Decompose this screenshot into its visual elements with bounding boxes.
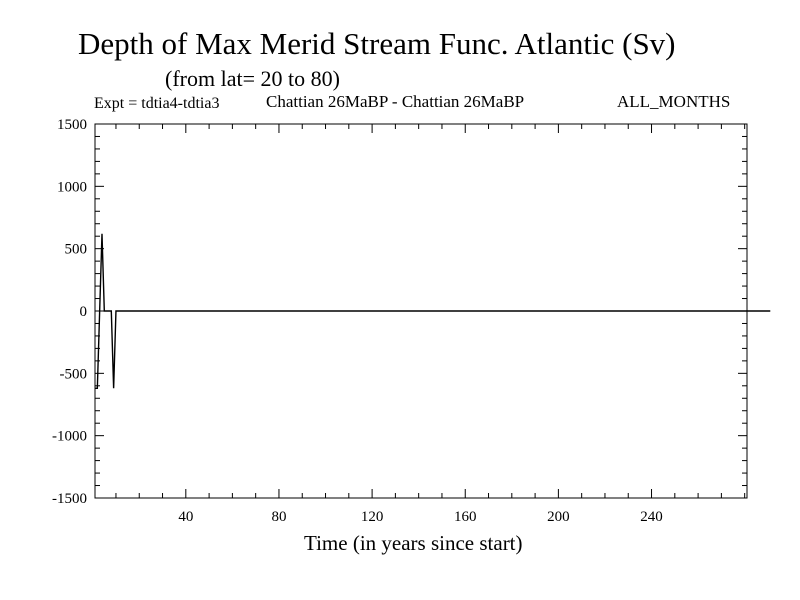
y-tick-label: -1000 [52,429,87,445]
x-tick-label: 200 [547,509,570,525]
x-tick-label: 120 [361,509,384,525]
x-tick-label: 80 [271,509,286,525]
chart-subtitle: (from lat= 20 to 80) [165,66,340,91]
period-label: Chattian 26MaBP - Chattian 26MaBP [266,92,525,111]
x-axis-label: Time (in years since start) [304,531,523,555]
y-tick-label: 500 [65,242,88,258]
y-tick-label: 0 [80,304,88,320]
experiment-label: Expt = tdtia4-tdtia3 [94,95,220,112]
tick-labels: 40 80 120 160 200 240 -1500 -1000 -500 0 500 1000 15… [52,117,663,525]
months-label: ALL_MONTHS [617,92,731,111]
series-line [95,233,771,389]
x-tick-label: 40 [178,509,193,525]
y-tick-label: -500 [60,366,88,382]
x-tick-label: 240 [640,509,663,525]
chart-title: Depth of Max Merid Stream Func. Atlantic… [78,26,676,61]
y-tick-label: 1000 [57,179,87,195]
y-tick-label: 1500 [57,117,87,133]
x-tick-label: 160 [454,509,477,525]
y-tick-label: -1500 [52,491,87,507]
